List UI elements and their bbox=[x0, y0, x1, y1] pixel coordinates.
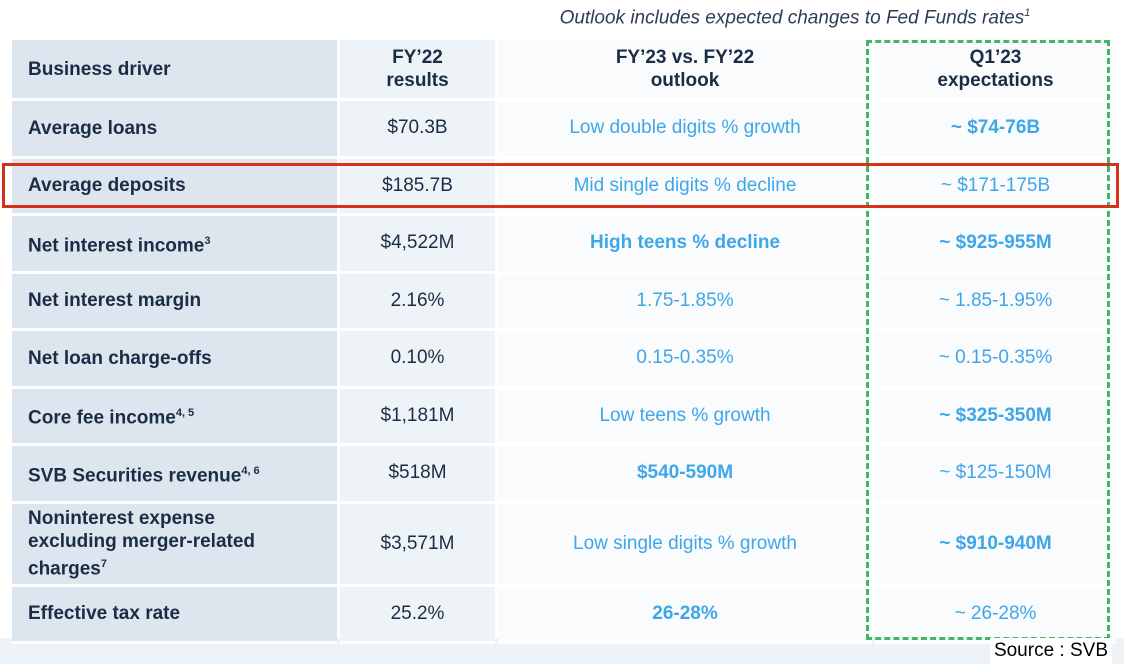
row-q1-value: ~ 1.85-1.95% bbox=[875, 272, 1116, 331]
row-fy22-value: 2.16% bbox=[340, 272, 495, 331]
table-row: Net interest margin 2.16% 1.75-1.85% ~ 1… bbox=[12, 272, 1116, 331]
table-row: Average loans $70.3B Low double digits %… bbox=[12, 99, 1116, 159]
row-footnote: 4, 6 bbox=[241, 464, 260, 477]
row-fy22-value: $70.3B bbox=[340, 99, 495, 159]
row-driver-line: charges bbox=[28, 558, 101, 580]
row-outlook-value: $540-590M bbox=[498, 444, 872, 504]
row-q1-value: ~ $910-940M bbox=[875, 502, 1116, 587]
source-caption: Source : SVB bbox=[989, 638, 1112, 664]
row-driver-label: Average deposits bbox=[12, 157, 337, 216]
table-header-row: Business driver FY’22 results FY’23 vs. … bbox=[12, 40, 1116, 101]
table-row: Net loan charge-offs 0.10% 0.15-0.35% ~ … bbox=[12, 329, 1116, 389]
header-fy22-line1: FY’22 bbox=[392, 47, 443, 68]
outlook-note-text: Outlook includes expected changes to Fed… bbox=[559, 7, 1025, 29]
row-driver-cell: Noninterest expense excluding merger-rel… bbox=[12, 502, 337, 587]
row-footnote: 4, 5 bbox=[175, 407, 195, 420]
header-q1-expectations: Q1’23 expectations bbox=[875, 40, 1116, 101]
business-driver-table: Business driver FY’22 results FY’23 vs. … bbox=[12, 40, 1116, 644]
row-fy22-value: 0.10% bbox=[340, 329, 495, 389]
row-outlook-value: Low double digits % growth bbox=[498, 99, 872, 159]
table-row: SVB Securities revenue4, 6 $518M $540-59… bbox=[12, 444, 1116, 504]
row-q1-value: ~ $925-955M bbox=[875, 214, 1116, 274]
row-footnote: 7 bbox=[100, 557, 107, 570]
outlook-note-footnote: 1 bbox=[1024, 7, 1031, 19]
table-row: Core fee income4, 5 $1,181M Low teens % … bbox=[12, 387, 1116, 446]
row-outlook-value: 26-28% bbox=[498, 585, 872, 644]
row-driver-cell: Net interest income3 bbox=[12, 214, 337, 274]
row-driver-line: Noninterest expense bbox=[28, 507, 215, 529]
header-q1-line2: expectations bbox=[937, 70, 1054, 91]
row-fy22-value: $3,571M bbox=[340, 502, 495, 587]
header-fy22-results: FY’22 results bbox=[340, 40, 495, 101]
row-outlook-value: High teens % decline bbox=[498, 214, 872, 274]
row-driver-label: Effective tax rate bbox=[12, 585, 337, 644]
header-fy22-line2: results bbox=[386, 70, 449, 91]
table-row: Average deposits $185.7B Mid single digi… bbox=[12, 157, 1116, 216]
table-row: Net interest income3 $4,522M High teens … bbox=[12, 214, 1116, 274]
row-driver-label: SVB Securities revenue bbox=[28, 464, 242, 486]
row-outlook-value: 1.75-1.85% bbox=[498, 272, 872, 331]
row-driver-label: Net interest income bbox=[28, 234, 205, 256]
header-outlook-line2: outlook bbox=[650, 70, 720, 91]
table-row: Noninterest expense excluding merger-rel… bbox=[12, 502, 1116, 587]
header-outlook-line1: FY’23 vs. FY’22 bbox=[615, 47, 755, 68]
outlook-note: Outlook includes expected changes to Fed… bbox=[495, 0, 1095, 29]
row-driver-label: Core fee income bbox=[28, 407, 176, 429]
row-driver-label: Average loans bbox=[12, 99, 337, 159]
row-driver-label: Net interest margin bbox=[12, 272, 337, 331]
header-fy23-outlook: FY’23 vs. FY’22 outlook bbox=[498, 40, 872, 101]
row-q1-value: ~ 0.15-0.35% bbox=[875, 329, 1116, 389]
header-q1-line1: Q1’23 bbox=[969, 47, 1022, 68]
table-row: Effective tax rate 25.2% 26-28% ~ 26-28% bbox=[12, 585, 1116, 644]
row-fy22-value: $518M bbox=[340, 444, 495, 504]
row-q1-value: ~ $171-175B bbox=[875, 157, 1116, 216]
row-q1-value: ~ $74-76B bbox=[875, 99, 1116, 159]
row-fy22-value: $1,181M bbox=[340, 387, 495, 446]
row-outlook-value: Mid single digits % decline bbox=[498, 157, 872, 216]
row-footnote: 3 bbox=[204, 234, 211, 247]
row-driver-line: excluding merger-related bbox=[28, 530, 256, 552]
row-driver-cell: SVB Securities revenue4, 6 bbox=[12, 444, 337, 504]
row-outlook-value: Low single digits % growth bbox=[498, 502, 872, 587]
row-q1-value: ~ $125-150M bbox=[875, 444, 1116, 504]
row-q1-value: ~ 26-28% bbox=[875, 585, 1116, 644]
row-driver-cell: Core fee income4, 5 bbox=[12, 387, 337, 446]
row-fy22-value: $185.7B bbox=[340, 157, 495, 216]
row-outlook-value: 0.15-0.35% bbox=[498, 329, 872, 389]
row-outlook-value: Low teens % growth bbox=[498, 387, 872, 446]
header-business-driver: Business driver bbox=[12, 40, 337, 101]
row-q1-value: ~ $325-350M bbox=[875, 387, 1116, 446]
row-fy22-value: 25.2% bbox=[340, 585, 495, 644]
row-driver-label: Net loan charge-offs bbox=[12, 329, 337, 389]
row-fy22-value: $4,522M bbox=[340, 214, 495, 274]
